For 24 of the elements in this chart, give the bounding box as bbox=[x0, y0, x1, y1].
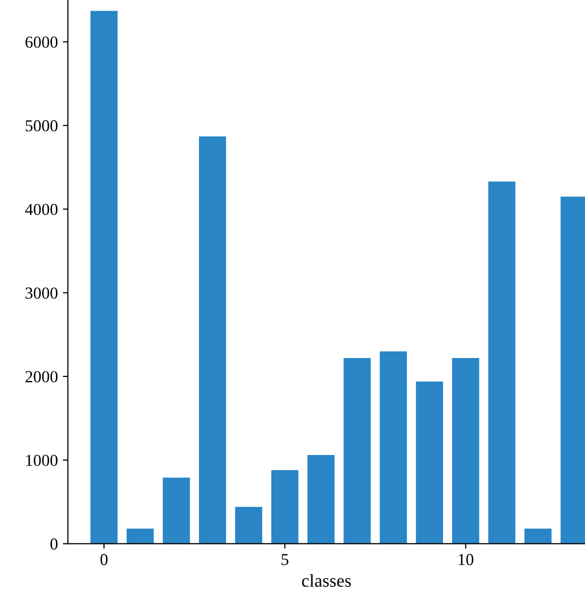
bar bbox=[235, 506, 262, 544]
bar bbox=[488, 182, 516, 544]
y-tick-label: 4000 bbox=[25, 204, 58, 216]
x-tick-label: 5 bbox=[282, 554, 288, 566]
bar bbox=[307, 455, 335, 544]
bar bbox=[198, 136, 226, 544]
bar bbox=[416, 381, 444, 544]
y-tick-label: 1000 bbox=[26, 454, 58, 466]
x-tick-label: 0 bbox=[100, 554, 108, 566]
bar bbox=[90, 10, 118, 544]
x-axis-title: classes bbox=[302, 574, 351, 587]
y-tick-label: 6000 bbox=[26, 36, 58, 48]
bar bbox=[126, 528, 154, 544]
x-tick-label: 10 bbox=[458, 554, 474, 566]
bar bbox=[344, 358, 371, 544]
bar bbox=[271, 470, 298, 544]
bar bbox=[452, 358, 480, 544]
y-tick-label: 3000 bbox=[26, 287, 58, 299]
bar bbox=[162, 478, 190, 544]
bar bbox=[380, 351, 407, 544]
y-tick-label: 2000 bbox=[26, 371, 58, 382]
bar bbox=[524, 528, 552, 544]
y-tick-label: 5000 bbox=[26, 120, 58, 132]
y-tick-label: 0 bbox=[50, 538, 58, 550]
